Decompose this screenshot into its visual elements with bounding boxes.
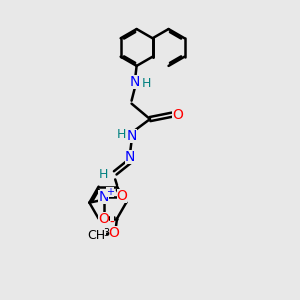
Text: H: H	[99, 168, 109, 181]
Text: O: O	[98, 212, 109, 226]
Text: N: N	[98, 190, 109, 204]
Text: O: O	[109, 226, 119, 240]
Text: -: -	[110, 216, 114, 230]
Text: O: O	[117, 189, 128, 203]
Text: +: +	[106, 187, 114, 197]
Text: CH: CH	[88, 229, 106, 242]
Text: H: H	[116, 128, 126, 141]
Text: H: H	[142, 77, 151, 90]
Text: N: N	[125, 149, 135, 164]
Text: N: N	[126, 129, 137, 143]
Text: 3: 3	[103, 228, 110, 238]
Text: N: N	[130, 75, 140, 89]
Text: O: O	[172, 108, 183, 122]
